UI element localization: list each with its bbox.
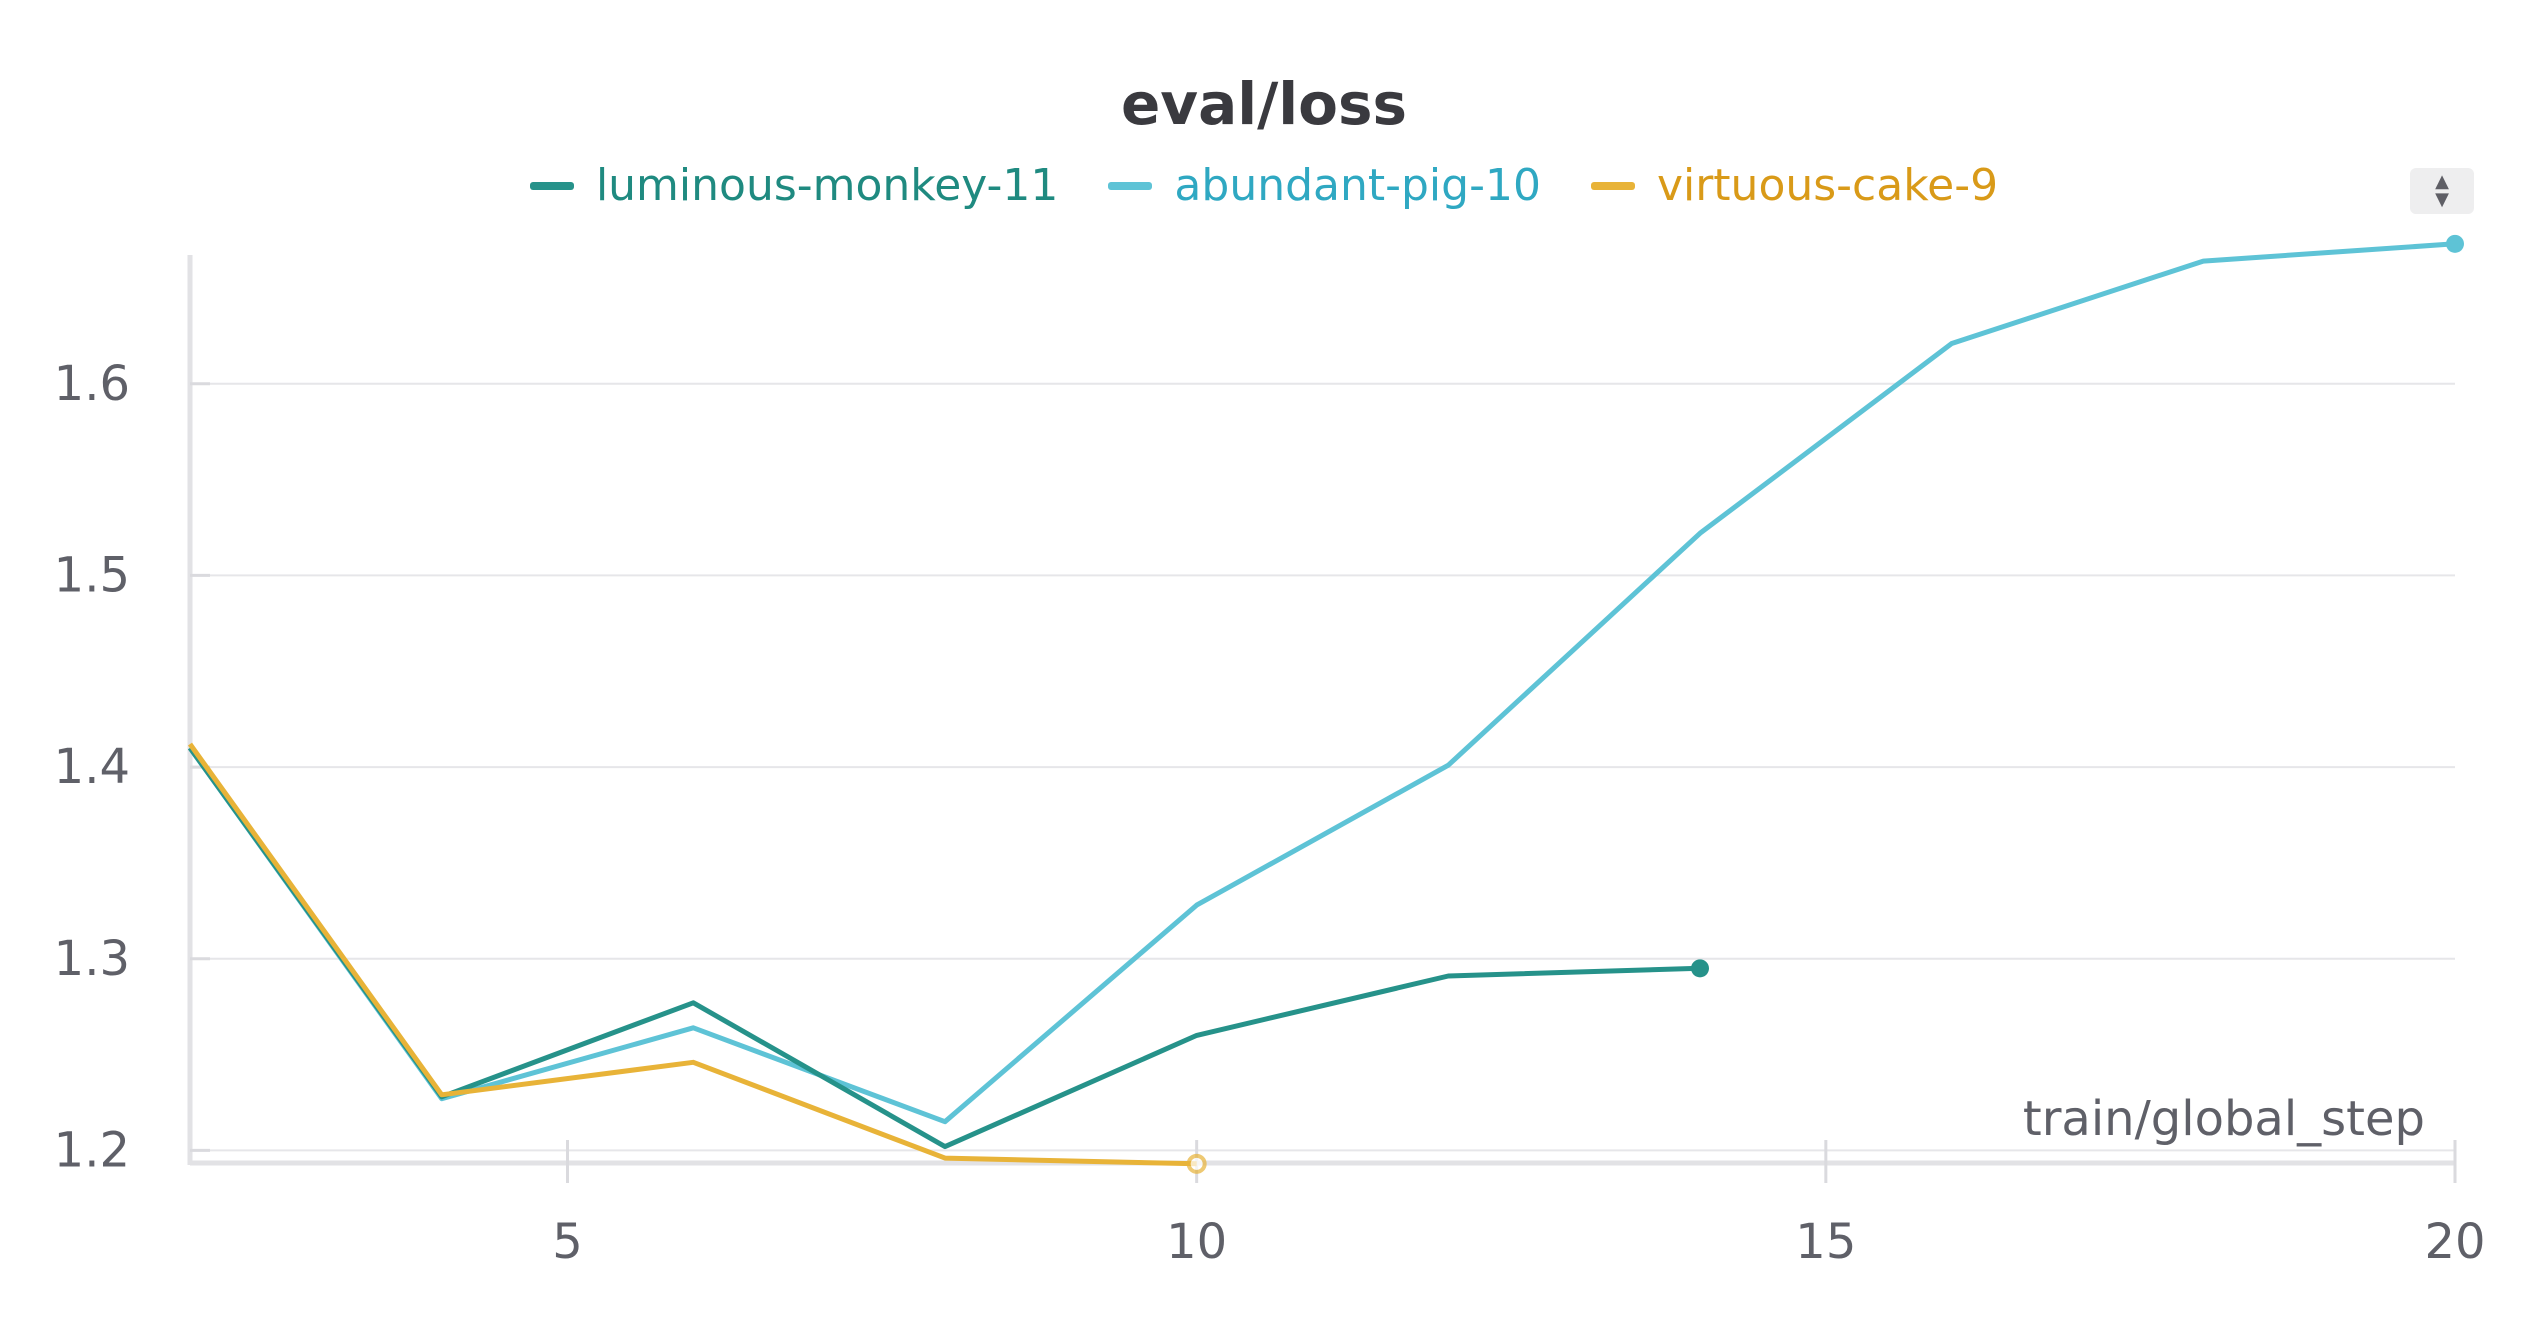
x-axis-label: train/global_step (2023, 1091, 2425, 1147)
legend-label: virtuous-cake-9 (1656, 160, 1999, 211)
y-tick-label: 1.2 (54, 1122, 130, 1178)
x-axis-ticks: 5 10 15 20 (552, 1140, 2486, 1270)
sort-toggle-button[interactable]: ▲ ▼ (2410, 168, 2474, 214)
x-tick-label: 15 (1795, 1214, 1856, 1270)
series-line-virtuous-cake-9 (187, 742, 1197, 1167)
y-axis-ticks: 1.2 1.3 1.4 1.5 1.6 (54, 356, 210, 1178)
chart-title: eval/loss (1120, 70, 1408, 138)
series-line-luminous-monkey-11 (187, 746, 1701, 1150)
y-tick-label: 1.3 (54, 931, 130, 987)
x-tick-label: 5 (552, 1214, 583, 1270)
y-tick-label: 1.5 (54, 547, 130, 603)
x-tick-label: 20 (2424, 1214, 2485, 1270)
legend-label: luminous-monkey-11 (595, 160, 1059, 211)
legend-label: abundant-pig-10 (1174, 160, 1541, 211)
up-down-sort-icon: ▲ ▼ (2435, 171, 2449, 210)
legend-item-virtuous-cake-9[interactable]: virtuous-cake-9 (1590, 160, 1999, 211)
legend-item-luminous-monkey-11[interactable]: luminous-monkey-11 (529, 160, 1059, 211)
series-lines (187, 234, 2464, 1174)
series-endpoint-luminous-monkey-11 (1691, 959, 1709, 978)
legend-swatch (529, 181, 574, 190)
series-endpoint-abundant-pig-10 (2446, 234, 2464, 253)
axes (187, 255, 2455, 1166)
legend-swatch (1108, 181, 1153, 190)
y-tick-label: 1.4 (54, 739, 130, 795)
series-endpoint-virtuous-cake-9 (1186, 1153, 1207, 1174)
grid (210, 382, 2455, 1152)
x-tick-label: 10 (1166, 1214, 1227, 1270)
legend: luminous-monkey-11 abundant-pig-10 virtu… (0, 160, 2528, 211)
y-tick-label: 1.6 (54, 356, 130, 412)
legend-item-abundant-pig-10[interactable]: abundant-pig-10 (1108, 160, 1541, 211)
series-line-abundant-pig-10 (187, 241, 2456, 1125)
legend-swatch (1590, 181, 1635, 190)
